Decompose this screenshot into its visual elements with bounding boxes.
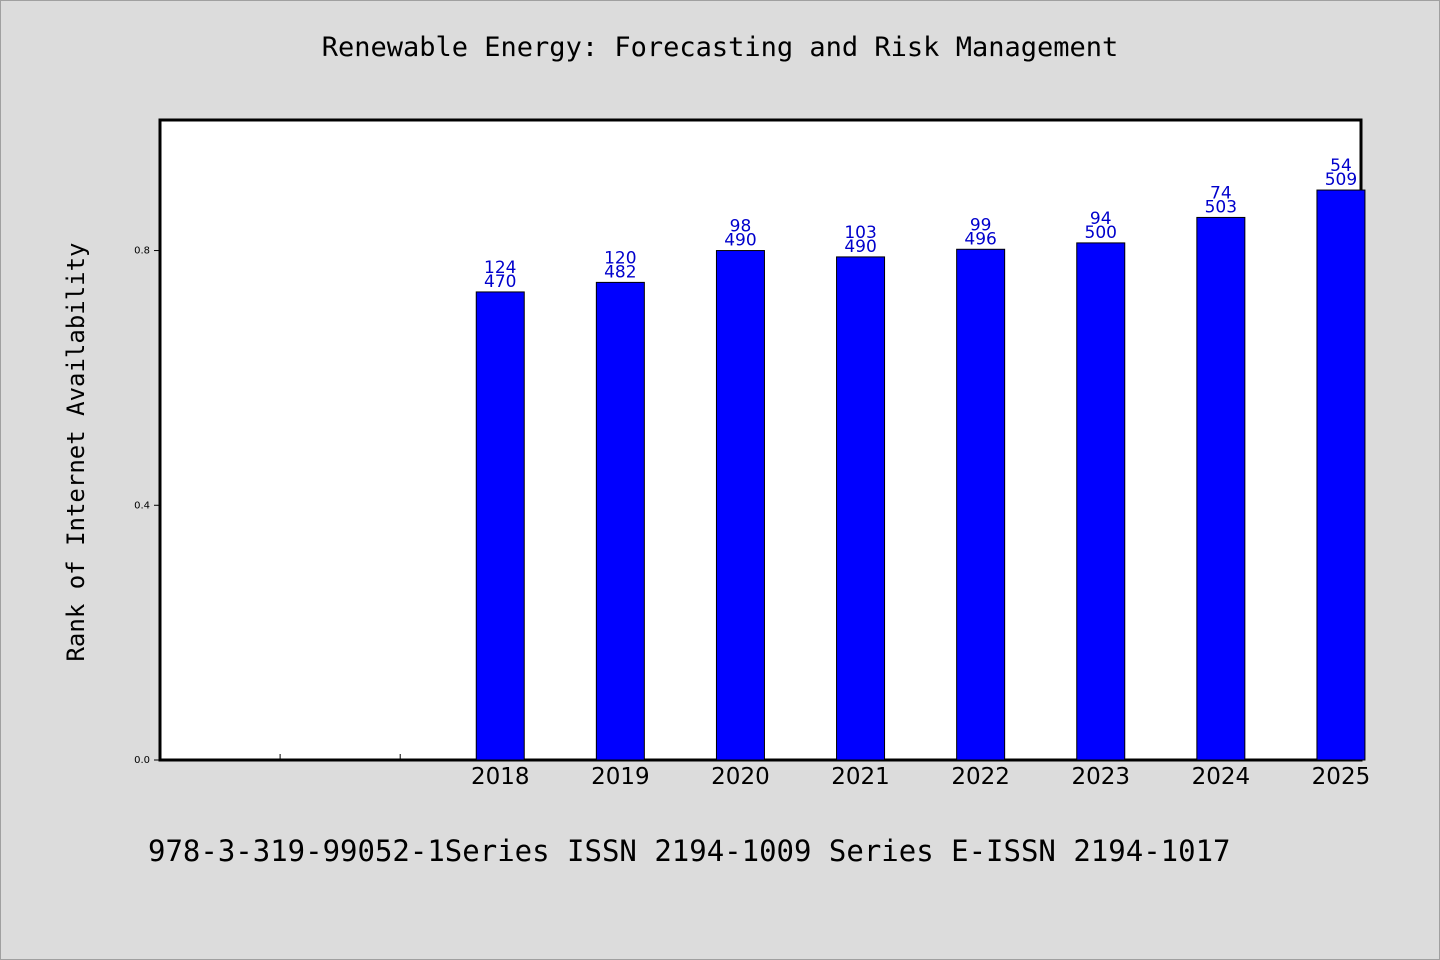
bar-label-bottom: 509 — [1325, 170, 1357, 190]
bar-label-bottom: 482 — [604, 262, 636, 282]
bar — [595, 281, 645, 761]
y-axis-ticks: 0.0 0.4 0.8 — [134, 246, 160, 766]
bar-label-top: 74 — [1210, 183, 1232, 203]
bar-label-bottom: 496 — [964, 229, 996, 249]
bar-label-top: 54 — [1330, 156, 1352, 176]
bar-label-bottom: 500 — [1085, 223, 1117, 243]
x-tick-label: 2022 — [951, 764, 1010, 790]
bar — [836, 256, 886, 761]
bar-label-top: 98 — [730, 217, 752, 237]
x-tick-label: 2023 — [1071, 764, 1130, 790]
bar-label-bottom: 470 — [484, 272, 516, 292]
bar-label-bottom: 490 — [844, 237, 876, 257]
x-tick-label: 2020 — [711, 764, 770, 790]
bar — [475, 291, 525, 761]
bar-label-top: 94 — [1090, 209, 1112, 229]
bar — [715, 250, 765, 761]
x-tick-label: 2025 — [1312, 764, 1371, 790]
bar-label-bottom: 490 — [724, 231, 756, 251]
bar-label-top: 99 — [970, 215, 992, 235]
x-tick-label: 2018 — [471, 764, 530, 790]
bars — [475, 189, 1366, 761]
bar-label-top: 124 — [484, 258, 516, 278]
bar-label-top: 120 — [604, 248, 636, 268]
x-tick-label: 2019 — [591, 764, 650, 790]
bar-label-top: 103 — [844, 223, 876, 243]
chart-title: Renewable Energy: Forecasting and Risk M… — [321, 32, 1119, 63]
y-tick-label: 0.0 — [134, 755, 150, 766]
y-tick-label: 0.8 — [134, 246, 150, 257]
x-tick-label: 2024 — [1192, 764, 1251, 790]
x-tick-label: 2021 — [831, 764, 890, 790]
x-axis-ticks: 2018 2019 2020 2021 2022 2023 2024 2025 — [279, 754, 1371, 790]
y-tick-label: 0.4 — [134, 500, 150, 511]
bar-label-bottom: 503 — [1205, 197, 1237, 217]
bar — [956, 248, 1006, 761]
footer-isbn-text: 978-3-319-99052-1Series ISSN 2194-1009 S… — [148, 834, 1231, 868]
bar — [1196, 216, 1246, 761]
bar — [1316, 189, 1366, 761]
bar — [1076, 242, 1126, 761]
